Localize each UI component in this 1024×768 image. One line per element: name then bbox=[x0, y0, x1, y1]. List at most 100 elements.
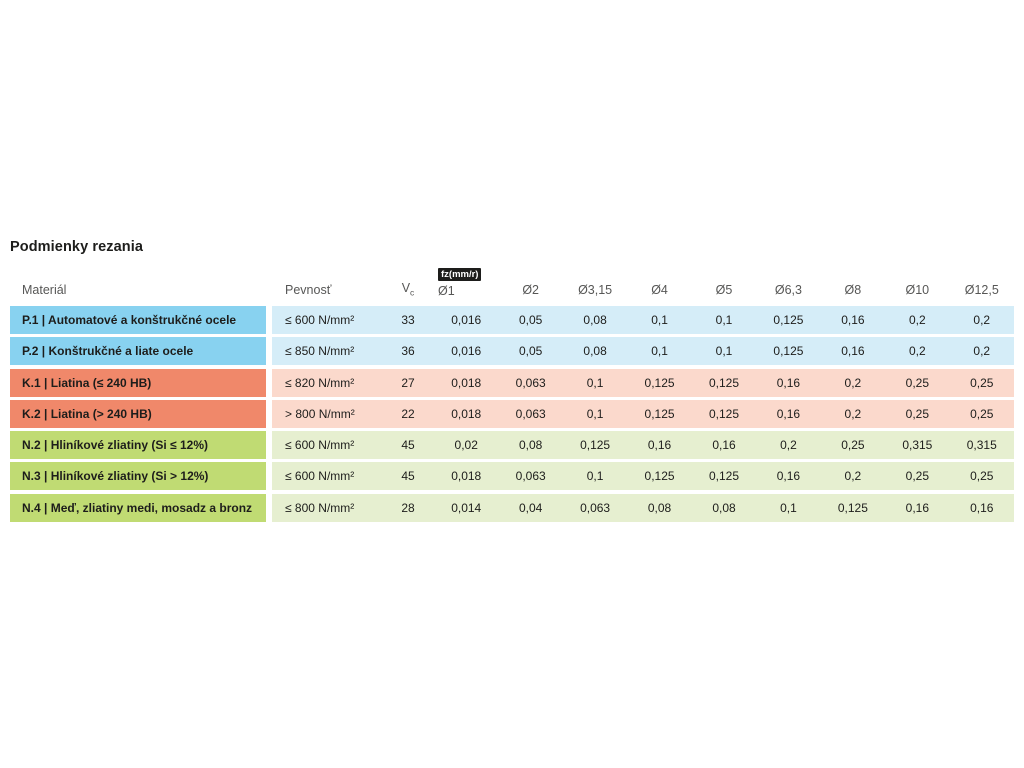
pevnost-cell: > 800 N/mm² bbox=[272, 399, 382, 428]
table-row: P.1 | Automatové a konštrukčné ocele ≤ 6… bbox=[10, 306, 1014, 334]
table-row: N.3 | Hliníkové zliatiny (Si > 12%) ≤ 60… bbox=[10, 462, 1014, 491]
pevnost-cell: ≤ 820 N/mm² bbox=[272, 368, 382, 397]
table-header-row: Materiál Pevnosť Vc fz(mm/r) Ø1 Ø2 Ø3,15… bbox=[10, 262, 1014, 306]
vc-cell: 33 bbox=[382, 306, 434, 334]
fz-cell: 0,16 bbox=[820, 337, 886, 366]
fz-cell: 0,1 bbox=[691, 306, 757, 334]
vc-cell: 22 bbox=[382, 399, 434, 428]
fz-cell: 0,125 bbox=[691, 462, 757, 491]
fz-cell: 0,02 bbox=[434, 431, 499, 460]
fz-cell: 0,2 bbox=[885, 337, 950, 366]
fz-cell: 0,2 bbox=[885, 306, 950, 334]
fz-cell: 0,125 bbox=[691, 399, 757, 428]
table-row: P.2 | Konštrukčné a liate ocele ≤ 850 N/… bbox=[10, 337, 1014, 366]
material-cell: N.3 | Hliníkové zliatiny (Si > 12%) bbox=[10, 462, 266, 491]
table-row: K.2 | Liatina (> 240 HB) > 800 N/mm² 22 … bbox=[10, 399, 1014, 428]
col-header-d1: fz(mm/r) Ø1 bbox=[434, 267, 498, 307]
pevnost-cell: ≤ 600 N/mm² bbox=[272, 431, 382, 460]
col-header-d6: Ø6,3 bbox=[774, 283, 802, 297]
fz-cell: 0,018 bbox=[434, 368, 499, 397]
col-header-d8: Ø10 bbox=[905, 283, 930, 297]
fz-cell: 0,16 bbox=[949, 493, 1014, 522]
col-header-d4: Ø4 bbox=[651, 283, 668, 297]
fz-cell: 0,25 bbox=[820, 431, 886, 460]
material-cell: P.2 | Konštrukčné a liate ocele bbox=[10, 337, 266, 366]
col-header-d3: Ø3,15 bbox=[578, 283, 613, 297]
fz-cell: 0,25 bbox=[949, 399, 1014, 428]
fz-cell: 0,25 bbox=[949, 462, 1014, 491]
fz-cell: 0,125 bbox=[627, 368, 692, 397]
fz-cell: 0,125 bbox=[627, 462, 692, 491]
col-header-d1-label: Ø1 bbox=[438, 284, 455, 298]
fz-cell: 0,016 bbox=[434, 337, 499, 366]
fz-cell: 0,25 bbox=[885, 399, 950, 428]
vc-cell: 45 bbox=[382, 462, 434, 491]
fz-cell: 0,08 bbox=[691, 493, 757, 522]
fz-cell: 0,063 bbox=[498, 462, 563, 491]
col-header-vc: Vc bbox=[382, 281, 434, 307]
fz-cell: 0,125 bbox=[627, 399, 692, 428]
fz-cell: 0,014 bbox=[434, 493, 499, 522]
vc-cell: 45 bbox=[382, 431, 434, 460]
material-cell: N.2 | Hliníkové zliatiny (Si ≤ 12%) bbox=[10, 431, 266, 460]
fz-cell: 0,125 bbox=[820, 493, 886, 522]
col-header-pevnost: Pevnosť bbox=[285, 283, 332, 297]
col-header-material: Materiál bbox=[22, 283, 67, 297]
vc-subscript: c bbox=[410, 287, 415, 297]
fz-cell: 0,04 bbox=[498, 493, 563, 522]
fz-cell: 0,08 bbox=[627, 493, 692, 522]
fz-cell: 0,2 bbox=[820, 462, 886, 491]
fz-cell: 0,16 bbox=[820, 306, 886, 334]
fz-cell: 0,125 bbox=[562, 431, 628, 460]
vc-cell: 27 bbox=[382, 368, 434, 397]
col-header-d7: Ø8 bbox=[844, 283, 862, 297]
fz-cell: 0,16 bbox=[627, 431, 692, 460]
fz-cell: 0,1 bbox=[562, 462, 628, 491]
fz-cell: 0,2 bbox=[949, 306, 1014, 334]
fz-cell: 0,063 bbox=[562, 493, 628, 522]
fz-cell: 0,1 bbox=[756, 493, 821, 522]
fz-cell: 0,2 bbox=[820, 399, 886, 428]
material-cell: K.2 | Liatina (> 240 HB) bbox=[10, 399, 266, 428]
cutting-conditions-table: Materiál Pevnosť Vc fz(mm/r) Ø1 Ø2 Ø3,15… bbox=[10, 262, 1014, 522]
material-cell: P.1 | Automatové a konštrukčné ocele bbox=[10, 306, 266, 334]
col-header-d5: Ø5 bbox=[715, 283, 733, 297]
fz-cell: 0,315 bbox=[885, 431, 950, 460]
fz-cell: 0,1 bbox=[562, 399, 628, 428]
fz-cell: 0,08 bbox=[562, 337, 628, 366]
fz-cell: 0,05 bbox=[498, 306, 563, 334]
fz-cell: 0,2 bbox=[756, 431, 821, 460]
fz-cell: 0,25 bbox=[949, 368, 1014, 397]
table-row: N.2 | Hliníkové zliatiny (Si ≤ 12%) ≤ 60… bbox=[10, 431, 1014, 460]
col-header-d2: Ø2 bbox=[522, 283, 539, 297]
col-header-d9: Ø12,5 bbox=[964, 283, 999, 297]
fz-cell: 0,1 bbox=[562, 368, 628, 397]
fz-cell: 0,16 bbox=[885, 493, 950, 522]
table-row: K.1 | Liatina (≤ 240 HB) ≤ 820 N/mm² 27 … bbox=[10, 368, 1014, 397]
material-cell: N.4 | Meď, zliatiny medi, mosadz a bronz bbox=[10, 493, 266, 522]
vc-cell: 36 bbox=[382, 337, 434, 366]
fz-cell: 0,2 bbox=[949, 337, 1014, 366]
fz-cell: 0,018 bbox=[434, 399, 499, 428]
fz-cell: 0,125 bbox=[691, 368, 757, 397]
pevnost-cell: ≤ 800 N/mm² bbox=[272, 493, 382, 522]
fz-cell: 0,1 bbox=[627, 337, 692, 366]
table-row: N.4 | Meď, zliatiny medi, mosadz a bronz… bbox=[10, 493, 1014, 522]
vc-symbol: V bbox=[401, 280, 411, 295]
fz-cell: 0,16 bbox=[756, 368, 821, 397]
pevnost-cell: ≤ 850 N/mm² bbox=[272, 337, 382, 366]
material-cell: K.1 | Liatina (≤ 240 HB) bbox=[10, 368, 266, 397]
fz-cell: 0,08 bbox=[498, 431, 563, 460]
fz-cell: 0,063 bbox=[498, 368, 563, 397]
pevnost-cell: ≤ 600 N/mm² bbox=[272, 306, 382, 334]
fz-cell: 0,1 bbox=[691, 337, 757, 366]
fz-cell: 0,2 bbox=[820, 368, 886, 397]
fz-cell: 0,16 bbox=[756, 462, 821, 491]
fz-cell: 0,063 bbox=[498, 399, 563, 428]
fz-cell: 0,05 bbox=[498, 337, 563, 366]
pevnost-cell: ≤ 600 N/mm² bbox=[272, 462, 382, 491]
fz-cell: 0,08 bbox=[562, 306, 628, 334]
vc-cell: 28 bbox=[382, 493, 434, 522]
fz-cell: 0,25 bbox=[885, 368, 950, 397]
fz-cell: 0,016 bbox=[434, 306, 499, 334]
